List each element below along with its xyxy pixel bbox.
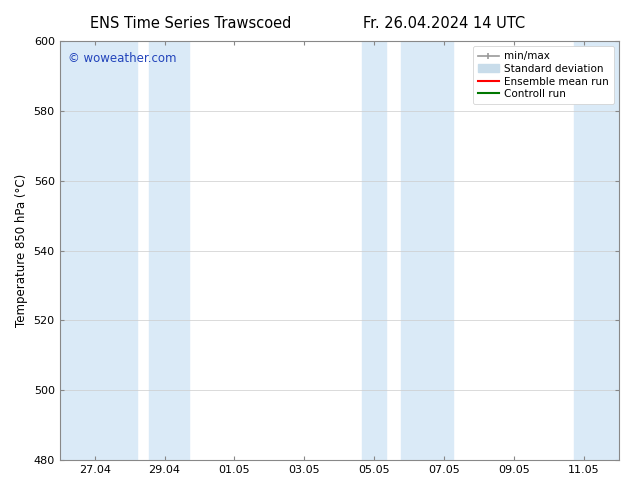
Bar	[363, 41, 386, 460]
Legend: min/max, Standard deviation, Ensemble mean run, Controll run: min/max, Standard deviation, Ensemble me…	[472, 46, 614, 104]
Bar	[60, 41, 136, 460]
Text: © woweather.com: © woweather.com	[68, 51, 176, 65]
Y-axis label: Temperature 850 hPa (°C): Temperature 850 hPa (°C)	[15, 174, 28, 327]
Text: Fr. 26.04.2024 14 UTC: Fr. 26.04.2024 14 UTC	[363, 16, 525, 31]
Bar	[574, 41, 619, 460]
Bar	[149, 41, 189, 460]
Text: ENS Time Series Trawscoed: ENS Time Series Trawscoed	[89, 16, 291, 31]
Bar	[401, 41, 453, 460]
